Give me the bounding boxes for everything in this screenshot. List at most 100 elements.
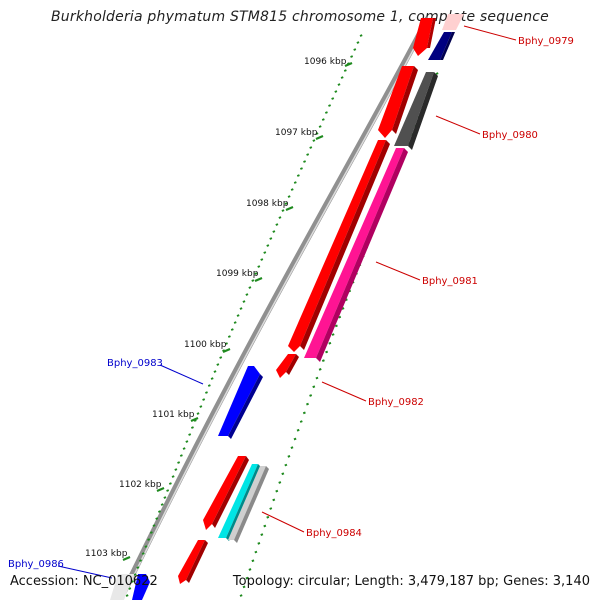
minor-tick — [144, 545, 148, 548]
gene-feature-red-0980[interactable] — [378, 66, 418, 138]
minor-tick — [290, 446, 294, 450]
gene-feature-red-top[interactable] — [413, 18, 436, 56]
gene-feature-pink-0981[interactable] — [304, 148, 408, 362]
minor-tick — [168, 482, 172, 485]
minor-tick — [263, 251, 267, 254]
minor-tick — [266, 244, 270, 247]
minor-tick — [293, 437, 297, 441]
gene-label-bphy-0984[interactable]: Bphy_0984 — [306, 528, 362, 539]
minor-tick — [141, 552, 145, 555]
minor-tick — [179, 454, 183, 457]
gene-feature-red-0982[interactable] — [276, 354, 299, 378]
minor-tick — [293, 181, 297, 184]
minor-tick — [177, 461, 181, 464]
minor-tick — [275, 489, 279, 493]
minor-tick — [343, 69, 347, 72]
minor-tick — [155, 517, 159, 520]
minor-tick — [340, 76, 344, 79]
minor-tick — [269, 237, 273, 240]
minor-tick — [131, 580, 134, 583]
gene-feature-blue-0986[interactable] — [110, 574, 150, 600]
minor-tick — [309, 394, 313, 397]
gene-feature-grey-0980[interactable] — [394, 72, 438, 150]
minor-tick — [328, 104, 332, 107]
gene-feature-lightgrey-0984[interactable] — [228, 466, 269, 543]
minor-tick — [190, 426, 194, 429]
minor-tick — [356, 41, 360, 44]
tick-track — [125, 34, 363, 597]
minor-tick — [210, 377, 214, 380]
kbp-labels: 1096 kbp 1097 kbp 1098 kbp 1099 kbp 1100… — [85, 57, 347, 559]
minor-tick — [128, 587, 132, 590]
minor-tick — [245, 576, 249, 580]
kbp-label-1096: 1096 kbp — [304, 57, 347, 67]
minor-tick — [260, 533, 264, 537]
minor-tick — [331, 333, 335, 336]
gene-label-bphy-0986[interactable]: Bphy_0986 — [8, 559, 64, 570]
minor-tick — [435, 72, 439, 75]
minor-tick — [248, 568, 252, 571]
minor-tick — [275, 223, 279, 226]
minor-tick — [337, 83, 341, 86]
minor-tick — [269, 507, 273, 510]
minor-tick — [216, 363, 220, 366]
gene-label-bphy-0979[interactable]: Bphy_0979 — [518, 36, 574, 47]
gene-feature-cyan-0984[interactable] — [218, 464, 261, 541]
minor-tick — [239, 307, 243, 310]
minor-tick — [254, 550, 258, 554]
minor-tick — [296, 174, 300, 177]
minor-tick — [242, 585, 246, 589]
gene-feature-red-0984[interactable] — [203, 456, 249, 530]
minor-tick — [230, 328, 234, 331]
gene-feature-red-0981[interactable] — [288, 140, 390, 352]
major-ticks — [122, 61, 353, 562]
gene-label-bphy-0982[interactable]: Bphy_0982 — [368, 397, 424, 408]
minor-tick — [248, 286, 252, 289]
minor-tick — [147, 538, 151, 541]
minor-tick — [263, 524, 267, 528]
minor-tick — [350, 55, 354, 58]
minor-tick — [312, 139, 316, 142]
minor-tick — [160, 503, 164, 506]
minor-tick — [236, 314, 240, 317]
minor-tick — [245, 293, 249, 296]
kbp-label-1098: 1098 kbp — [246, 199, 289, 209]
minor-tick — [199, 405, 203, 408]
kbp-label-1099: 1099 kbp — [216, 269, 259, 279]
kbp-label-1102: 1102 kbp — [119, 480, 162, 490]
minor-tick — [213, 370, 217, 373]
minor-tick — [219, 356, 223, 359]
gene-label-bphy-0983[interactable]: Bphy_0983 — [107, 358, 163, 369]
minor-tick — [254, 272, 258, 275]
minor-tick — [139, 559, 143, 562]
minor-tick — [287, 454, 291, 458]
minor-tick — [152, 524, 156, 527]
inner-tick-track — [239, 72, 439, 597]
minor-tick — [171, 475, 175, 478]
gene-feature-red-bottom[interactable] — [178, 540, 208, 584]
minor-tick — [281, 472, 285, 476]
minor-tick — [334, 90, 338, 93]
gene-feature-blue-0983[interactable] — [218, 366, 263, 439]
minor-tick — [166, 489, 170, 492]
minor-tick — [193, 419, 197, 422]
minor-tick — [278, 216, 282, 219]
minor-tick — [251, 559, 255, 563]
minor-tick — [225, 342, 228, 345]
minor-tick — [257, 541, 261, 545]
gene-feature-pale[interactable] — [442, 14, 464, 30]
minor-tick — [321, 118, 325, 121]
gene-labels: Bphy_0979 Bphy_0980 Bphy_0981 Bphy_0982 … — [8, 36, 574, 570]
gene-label-bphy-0980[interactable]: Bphy_0980 — [482, 130, 538, 141]
minor-tick — [163, 496, 167, 499]
minor-tick — [174, 468, 178, 471]
gene-label-bphy-0981[interactable]: Bphy_0981 — [422, 276, 478, 287]
gene-feature-navy[interactable] — [428, 32, 455, 60]
minor-tick — [315, 376, 319, 380]
minor-tick — [207, 384, 211, 387]
minor-tick — [306, 402, 309, 406]
minor-tick — [182, 447, 186, 450]
gene-features — [110, 14, 464, 600]
minor-tick — [281, 209, 285, 212]
kbp-label-1097: 1097 kbp — [275, 128, 318, 138]
